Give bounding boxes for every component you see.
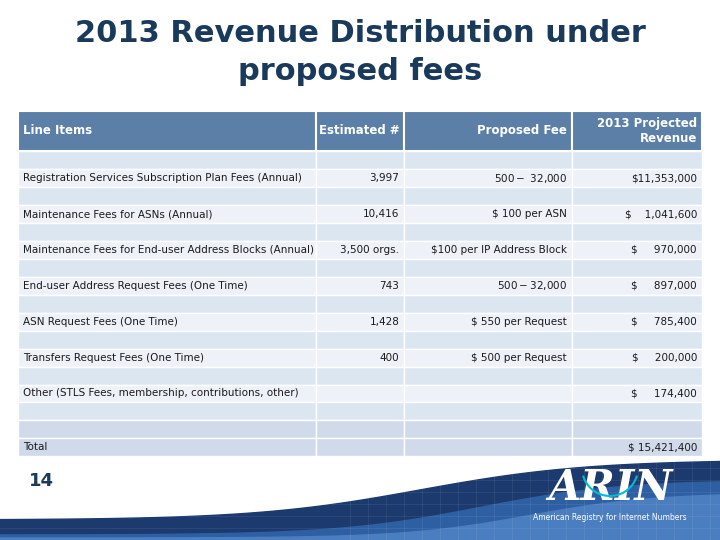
Text: End-user Address Request Fees (One Time): End-user Address Request Fees (One Time) <box>23 281 248 291</box>
Text: ASN Request Fees (One Time): ASN Request Fees (One Time) <box>23 316 178 327</box>
Text: $ 500 - $32,000: $ 500 - $32,000 <box>497 279 567 292</box>
Text: 14: 14 <box>29 472 54 490</box>
Text: 400: 400 <box>379 353 400 362</box>
Text: $     897,000: $ 897,000 <box>631 281 697 291</box>
Text: $     785,400: $ 785,400 <box>631 316 697 327</box>
Text: Other (STLS Fees, membership, contributions, other): Other (STLS Fees, membership, contributi… <box>23 388 299 399</box>
Text: Proposed Fee: Proposed Fee <box>477 124 567 138</box>
Text: 3,500 orgs.: 3,500 orgs. <box>341 245 400 255</box>
Text: $100 per IP Address Block: $100 per IP Address Block <box>431 245 567 255</box>
Text: $     174,400: $ 174,400 <box>631 388 697 399</box>
Text: $     200,000: $ 200,000 <box>631 353 697 362</box>
Text: 3,997: 3,997 <box>369 173 400 183</box>
Text: $ 500 per Request: $ 500 per Request <box>472 353 567 362</box>
Text: 2013 Revenue Distribution under: 2013 Revenue Distribution under <box>75 19 645 48</box>
Text: $    1,041,600: $ 1,041,600 <box>624 209 697 219</box>
Text: ARIN: ARIN <box>548 467 672 509</box>
Text: Total: Total <box>23 442 48 453</box>
Text: 10,416: 10,416 <box>363 209 400 219</box>
Text: $ 500 - $ 32,000: $ 500 - $ 32,000 <box>494 172 567 185</box>
Text: Transfers Request Fees (One Time): Transfers Request Fees (One Time) <box>23 353 204 362</box>
Text: $11,353,000: $11,353,000 <box>631 173 697 183</box>
Text: 743: 743 <box>379 281 400 291</box>
Text: Maintenance Fees for End-user Address Blocks (Annual): Maintenance Fees for End-user Address Bl… <box>23 245 314 255</box>
Text: $ 550 per Request: $ 550 per Request <box>472 316 567 327</box>
Text: Estimated #: Estimated # <box>319 124 400 138</box>
Text: Maintenance Fees for ASNs (Annual): Maintenance Fees for ASNs (Annual) <box>23 209 212 219</box>
Text: Registration Services Subscription Plan Fees (Annual): Registration Services Subscription Plan … <box>23 173 302 183</box>
Text: $     970,000: $ 970,000 <box>631 245 697 255</box>
Text: American Registry for Internet Numbers: American Registry for Internet Numbers <box>534 514 687 523</box>
Text: $ 15,421,400: $ 15,421,400 <box>628 442 697 453</box>
Text: 2013 Projected
Revenue: 2013 Projected Revenue <box>597 117 697 145</box>
Text: proposed fees: proposed fees <box>238 57 482 86</box>
Text: 1,428: 1,428 <box>369 316 400 327</box>
Text: Line Items: Line Items <box>23 124 92 138</box>
Text: $ 100 per ASN: $ 100 per ASN <box>492 209 567 219</box>
